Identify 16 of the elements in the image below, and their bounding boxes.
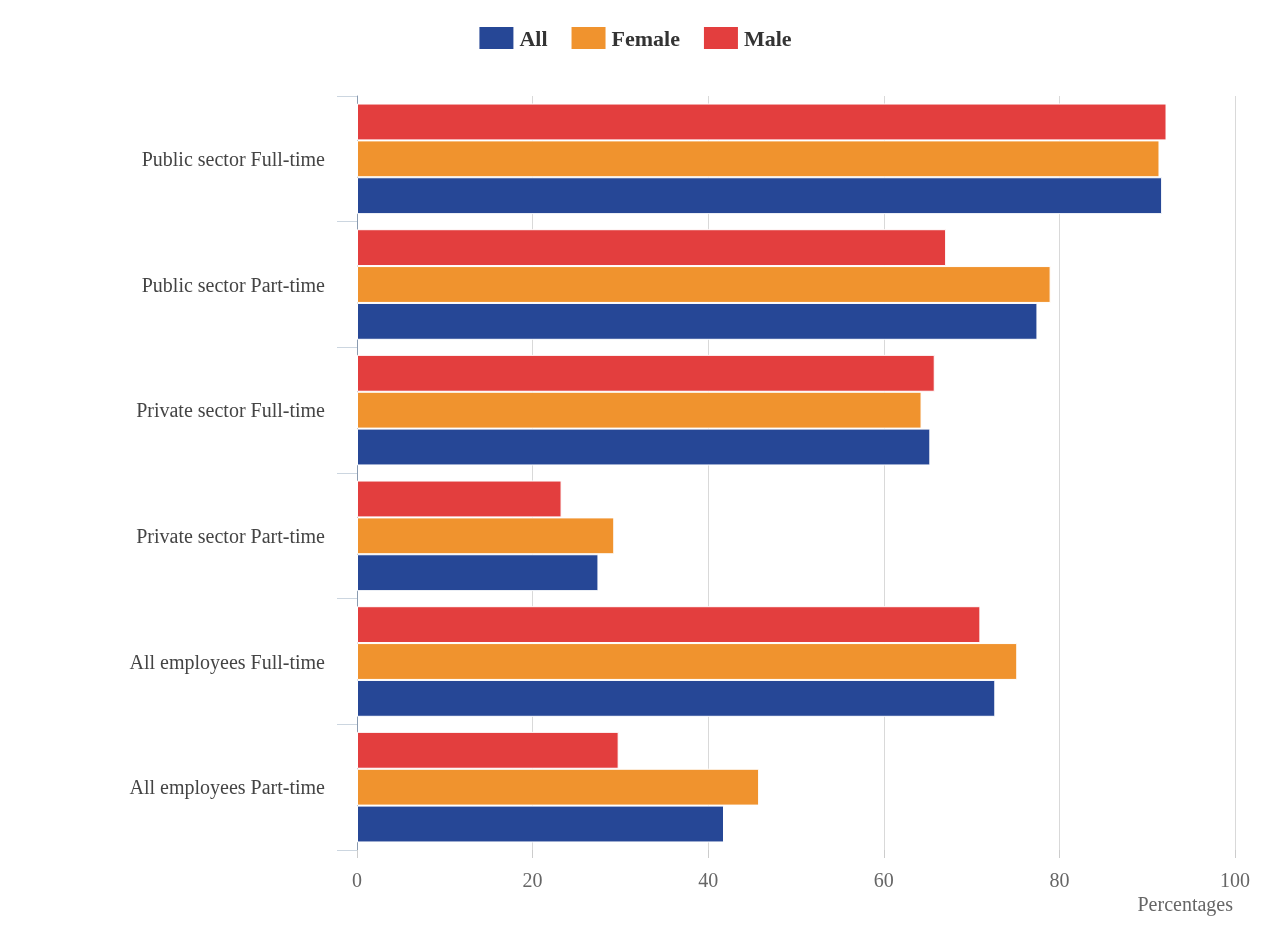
- x-tick-label: 40: [698, 869, 719, 891]
- y-tick-label: Public sector Part-time: [141, 273, 326, 296]
- y-tick-label: All employees Full-time: [129, 650, 326, 674]
- legend-label: Male: [743, 25, 792, 51]
- x-tick-label: 0: [352, 869, 362, 891]
- y-tick-label: Public sector Full-time: [141, 147, 326, 170]
- y-tick-label: Private sector Part-time: [136, 524, 326, 547]
- x-tick-label: 20: [522, 869, 543, 891]
- legend-label: All: [519, 25, 548, 51]
- y-tick-label: All employees Part-time: [129, 776, 326, 800]
- legend-label: Female: [611, 25, 681, 51]
- x-tick-label: 80: [1049, 869, 1070, 891]
- x-tick-label: 100: [1220, 869, 1250, 891]
- x-tick-label: 60: [873, 869, 894, 891]
- x-axis-title: Percentages: [1137, 893, 1234, 916]
- y-tick-label: Private sector Full-time: [136, 399, 326, 422]
